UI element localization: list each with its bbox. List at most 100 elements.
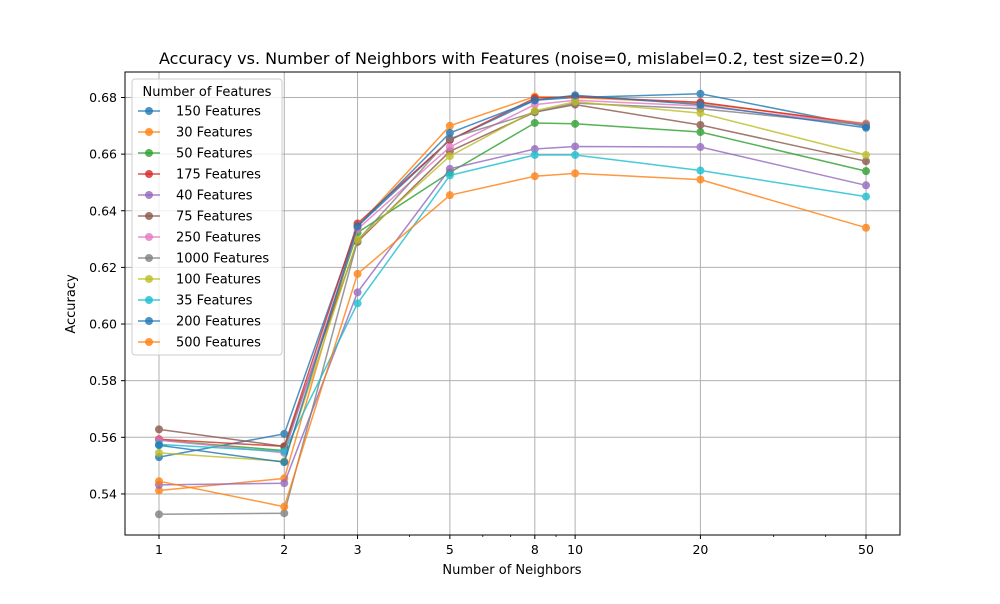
data-point (862, 223, 870, 232)
legend-box (131, 78, 283, 356)
data-point (155, 486, 163, 495)
data-point (696, 120, 705, 129)
legend-entry: 35 Features (138, 294, 253, 309)
y-tick-label: 0.68 (89, 90, 117, 105)
legend-swatch-marker (145, 212, 153, 220)
data-point (155, 477, 163, 486)
data-point (353, 269, 362, 278)
legend-label: 500 Features (176, 336, 261, 351)
legend-entry: 200 Features (138, 315, 261, 330)
data-point (280, 479, 289, 488)
data-point (862, 192, 870, 201)
legend-label: 50 Features (176, 147, 253, 162)
legend-label: 1000 Features (176, 252, 269, 267)
y-tick-label: 0.56 (89, 430, 117, 445)
data-point (696, 166, 705, 175)
series-line (158, 154, 867, 453)
data-point (353, 288, 362, 297)
data-point (353, 299, 362, 308)
data-point (445, 191, 454, 200)
data-point (696, 128, 705, 137)
data-point (445, 152, 454, 161)
legend-entry: 30 Features (138, 126, 253, 141)
data-point (571, 142, 580, 151)
legend-swatch-marker (145, 317, 153, 325)
series-line (158, 95, 867, 448)
data-point (280, 458, 289, 467)
data-point (353, 222, 362, 231)
legend-label: 250 Features (176, 231, 261, 246)
legend-swatch-marker (145, 254, 153, 262)
legend-entry: 150 Features (138, 105, 261, 120)
series-40-features (155, 142, 870, 489)
legend-swatch-marker (145, 275, 153, 283)
data-point (445, 128, 454, 137)
legend-label: 30 Features (176, 126, 253, 141)
y-tick-label: 0.64 (89, 203, 117, 218)
data-point (530, 150, 539, 159)
legend-swatch-marker (145, 233, 153, 241)
legend-swatch-marker (145, 296, 153, 304)
data-point (445, 164, 454, 173)
chart-title: Accuracy vs. Number of Neighbors with Fe… (159, 49, 865, 68)
data-point (530, 118, 539, 127)
legend-swatch-marker (145, 338, 153, 346)
data-point (862, 150, 870, 159)
legend-label: 150 Features (176, 105, 261, 120)
legend-title: Number of Features (143, 85, 272, 100)
legend-swatch-marker (145, 149, 153, 157)
legend: Number of Features 150 Features 30 Featur… (131, 78, 283, 356)
legend-swatch-marker (145, 170, 153, 178)
data-point (155, 448, 163, 457)
data-point (280, 502, 289, 511)
x-tick-label: 20 (692, 542, 708, 557)
data-point (280, 509, 289, 518)
series-line (158, 103, 867, 448)
y-tick-label: 0.62 (89, 260, 117, 275)
data-point (862, 123, 870, 132)
series-line (158, 93, 867, 458)
legend-items: 150 Features 30 Features 50 Features 175 Fe… (138, 105, 269, 351)
x-tick-label: 3 (354, 542, 362, 557)
data-point (571, 119, 580, 128)
data-point (445, 121, 454, 130)
series-500-features (155, 169, 870, 511)
data-point (353, 235, 362, 244)
x-axis-label: Number of Neighbors (442, 563, 581, 578)
legend-entry: 40 Features (138, 189, 253, 204)
x-tick-label: 8 (531, 542, 539, 557)
legend-swatch-marker (145, 107, 153, 115)
data-point (445, 134, 454, 143)
x-tick-label: 5 (446, 542, 454, 557)
x-tick-label: 1 (155, 542, 163, 557)
data-point (530, 172, 539, 181)
data-point (862, 157, 870, 166)
legend-swatch-marker (145, 128, 153, 136)
legend-label: 75 Features (176, 210, 253, 225)
data-point (571, 91, 580, 100)
legend-swatch-marker (145, 191, 153, 199)
legend-entry: 1000 Features (138, 252, 269, 267)
legend-label: 100 Features (176, 273, 261, 288)
legend-entry: 50 Features (138, 147, 253, 162)
legend-label: 200 Features (176, 315, 261, 330)
y-tick-label: 0.58 (89, 373, 117, 388)
data-point (445, 143, 454, 152)
y-tick-label: 0.54 (89, 486, 117, 501)
legend-label: 35 Features (176, 294, 253, 309)
data-point (696, 109, 705, 118)
legend-entry: 250 Features (138, 231, 261, 246)
data-point (155, 510, 163, 519)
series-line (158, 95, 867, 492)
series-200-features (155, 91, 870, 467)
x-tick-label: 2 (280, 542, 288, 557)
legend-entry: 175 Features (138, 168, 261, 183)
data-point (696, 143, 705, 152)
plot-frame (124, 71, 901, 536)
data-point (862, 181, 870, 190)
y-tick-label: 0.66 (89, 147, 117, 162)
data-point (280, 429, 289, 438)
data-point (696, 100, 705, 109)
